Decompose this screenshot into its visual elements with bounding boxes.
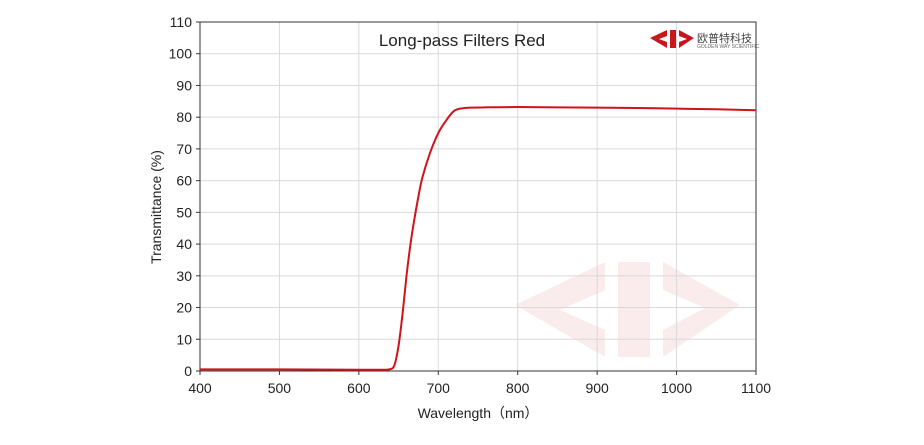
x-axis-title: Wavelength（nm） xyxy=(418,405,539,421)
brand-logo: 欧普特科技 GOLDEN WAY SCIENTIFIC xyxy=(650,30,760,50)
x-tick-label: 400 xyxy=(188,380,212,396)
chart-title: Long-pass Filters Red xyxy=(379,31,545,50)
x-tick-label: 600 xyxy=(347,380,371,396)
y-axis-title: Transmittance (%) xyxy=(148,150,164,264)
x-tick-label: 500 xyxy=(268,380,292,396)
y-tick-label: 0 xyxy=(184,363,192,379)
brand-tagline: GOLDEN WAY SCIENTIFIC xyxy=(697,44,760,50)
y-tick-label: 20 xyxy=(176,300,192,316)
grid xyxy=(199,21,757,372)
y-tick-label: 50 xyxy=(176,204,192,220)
x-axis: 400 500 600 700 800 900 1000 1100 xyxy=(188,371,771,396)
y-tick-label: 70 xyxy=(176,141,192,157)
brand-mark-icon xyxy=(650,30,694,48)
x-tick-label: 700 xyxy=(427,380,451,396)
y-axis: 0 10 20 30 40 50 60 70 80 90 100 110 xyxy=(169,14,200,379)
series-layer xyxy=(199,106,757,371)
x-tick-label: 1000 xyxy=(661,380,692,396)
y-tick-label: 90 xyxy=(176,77,192,93)
y-tick-label: 60 xyxy=(176,173,192,189)
brand-name: 欧普特科技 xyxy=(697,31,752,45)
series-line-0 xyxy=(199,106,757,371)
y-tick-label: 110 xyxy=(170,14,193,30)
watermark-logo xyxy=(515,262,740,357)
y-tick-label: 30 xyxy=(176,268,192,284)
plot-frame xyxy=(199,21,757,372)
y-tick-label: 40 xyxy=(176,236,192,252)
x-tick-label: 1100 xyxy=(741,380,771,396)
x-tick-label: 800 xyxy=(506,380,530,396)
y-tick-label: 100 xyxy=(169,46,193,62)
x-tick-label: 900 xyxy=(585,380,609,396)
y-tick-label: 80 xyxy=(176,109,192,125)
y-tick-label: 10 xyxy=(176,331,192,347)
